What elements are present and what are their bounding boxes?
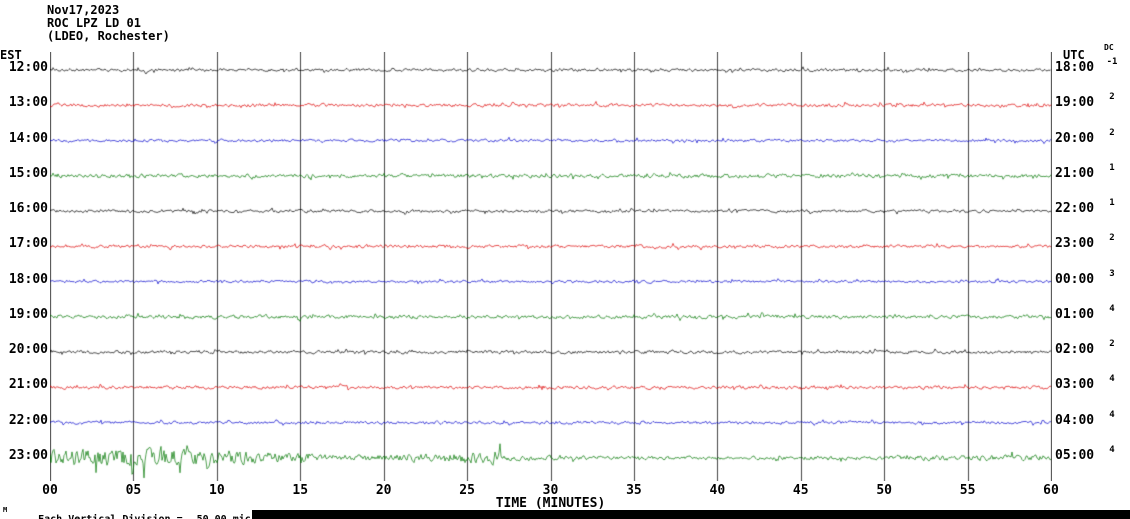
dc-value: 2 — [1109, 339, 1115, 350]
utc-time-label: 18:00 — [1055, 60, 1095, 75]
location-label: (LDEO, Rochester) — [47, 29, 170, 43]
utc-time-label: 05:00 — [1055, 447, 1095, 463]
utc-time-label: 04:00 — [1055, 412, 1095, 428]
est-time-label: 16:00 — [8, 201, 48, 217]
utc-time-label: 21:00 — [1055, 165, 1095, 181]
scale-note-label: Each Vertical Division = — [38, 514, 183, 519]
est-time-label: 12:00 — [8, 60, 48, 75]
est-time-label: 20:00 — [8, 342, 48, 358]
dc-value: 1 — [1109, 198, 1115, 209]
est-time-label: 23:00 — [8, 447, 48, 463]
utc-time-label: 23:00 — [1055, 236, 1095, 252]
est-time-label: 18:00 — [8, 271, 48, 287]
dc-header-label: DC — [1104, 43, 1114, 52]
dc-value: 2 — [1109, 127, 1115, 138]
dc-value: 4 — [1109, 303, 1115, 314]
x-axis-title: TIME (MINUTES) — [495, 496, 606, 511]
dc-value: 1 — [1109, 162, 1115, 173]
utc-time-label: 19:00 — [1055, 95, 1095, 111]
utc-time-label: 20:00 — [1055, 130, 1095, 146]
est-time-label: 15:00 — [8, 165, 48, 181]
dc-value: 2 — [1109, 233, 1115, 244]
logo-m-mark: M — [3, 506, 8, 514]
seismogram-canvas — [50, 52, 1052, 481]
utc-time-label: 03:00 — [1055, 377, 1095, 393]
utc-time-label: 01:00 — [1055, 306, 1095, 322]
right-tz-label: UTC — [1063, 48, 1085, 62]
dc-value: 4 — [1109, 444, 1115, 455]
est-time-label: 22:00 — [8, 412, 48, 428]
est-time-label: 19:00 — [8, 306, 48, 322]
dc-value: -1 — [1106, 57, 1118, 67]
est-time-label: 21:00 — [8, 377, 48, 393]
utc-time-label: 02:00 — [1055, 342, 1095, 358]
est-time-label: 13:00 — [8, 95, 48, 111]
bottom-bar — [252, 510, 1130, 519]
utc-time-label: 00:00 — [1055, 271, 1095, 287]
dc-value: 2 — [1109, 92, 1115, 103]
est-time-label: 14:00 — [8, 130, 48, 146]
dc-value: 3 — [1109, 268, 1115, 279]
dc-value: 4 — [1109, 374, 1115, 385]
left-tz-label: EST — [0, 48, 22, 62]
utc-time-label: 22:00 — [1055, 201, 1095, 217]
est-time-label: 17:00 — [8, 236, 48, 252]
dc-value: 4 — [1109, 409, 1115, 420]
station-label: ROC LPZ LD 01 — [47, 16, 141, 30]
date-label: Nov17,2023 — [47, 3, 120, 17]
